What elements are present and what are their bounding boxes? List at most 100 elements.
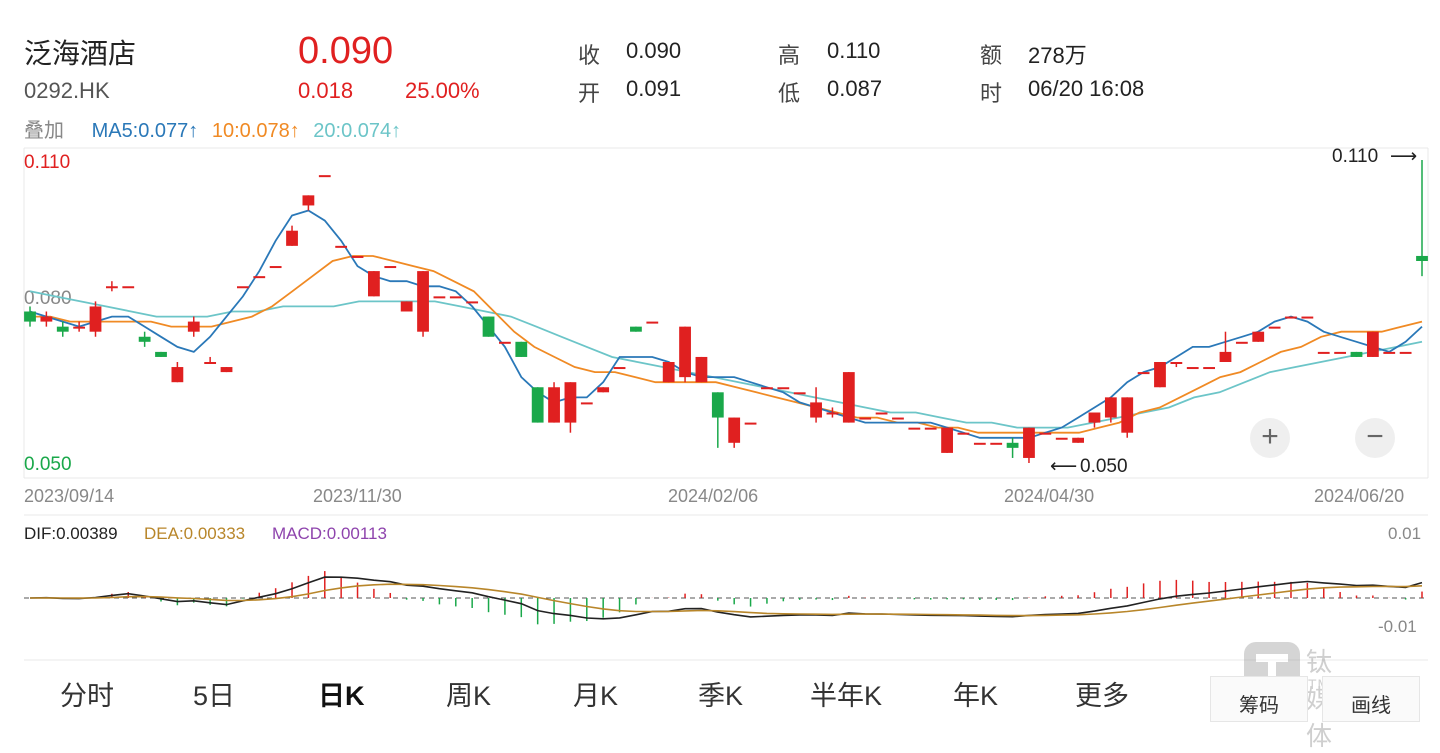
candle-body[interactable] (728, 417, 741, 443)
tab-monthly-k[interactable]: 月K (573, 681, 619, 711)
candle-body[interactable] (613, 367, 626, 370)
candle-body[interactable] (924, 427, 937, 430)
candle-body[interactable] (564, 382, 577, 423)
candle-body[interactable] (842, 372, 855, 423)
candle-body[interactable] (711, 392, 724, 418)
candle-body[interactable] (1383, 351, 1396, 354)
candle-body[interactable] (892, 417, 904, 420)
tab-more[interactable]: 更多 (1075, 681, 1129, 711)
chip-distribution-button[interactable]: 筹码 (1210, 676, 1308, 722)
candle-body[interactable] (302, 195, 315, 206)
kline-chart[interactable]: 0.110 0.050 0.080 0.110 ⟶ ⟵ 0.050 2023/0… (0, 140, 1440, 700)
candle-body[interactable] (941, 427, 953, 453)
candle-body[interactable] (744, 422, 757, 425)
candle-body[interactable] (1416, 255, 1428, 261)
candle-body[interactable] (1334, 351, 1347, 354)
drawing-button[interactable]: 画线 (1322, 676, 1420, 722)
candle-body[interactable] (859, 417, 872, 420)
candle-body[interactable] (957, 432, 970, 435)
candle-body[interactable] (908, 427, 921, 430)
candle-body[interactable] (810, 402, 822, 418)
tab-halfyear-k[interactable]: 半年K (810, 681, 883, 711)
candle-body[interactable] (138, 336, 151, 342)
candle-body[interactable] (1055, 437, 1068, 440)
candle-body[interactable] (777, 387, 790, 390)
candle-body[interactable] (695, 356, 708, 383)
candle-body[interactable] (171, 367, 184, 383)
candle-body[interactable] (56, 326, 69, 332)
candle-body[interactable] (1235, 341, 1248, 344)
candle-body[interactable] (24, 311, 36, 322)
candle-body[interactable] (286, 230, 298, 246)
candle-body[interactable] (368, 271, 380, 297)
candle-body[interactable] (351, 255, 364, 258)
candle-body[interactable] (531, 387, 544, 423)
candle-body[interactable] (1317, 351, 1330, 354)
candle-body[interactable] (1285, 316, 1297, 319)
candle-body[interactable] (630, 326, 642, 332)
candle-body[interactable] (1252, 331, 1265, 342)
candle-body[interactable] (400, 301, 413, 312)
tab-yearly-k[interactable]: 年K (953, 681, 999, 711)
candle-body[interactable] (1301, 316, 1314, 319)
candle-body[interactable] (580, 402, 593, 405)
tab-5day[interactable]: 5日 (193, 681, 236, 711)
candle-body[interactable] (155, 351, 167, 357)
tab-daily-k[interactable]: 日K (318, 681, 365, 711)
candle-body[interactable] (1170, 362, 1183, 364)
candle-body[interactable] (1219, 351, 1232, 362)
candle-body[interactable] (466, 301, 479, 304)
candle-body[interactable] (1104, 397, 1117, 418)
candle-body[interactable] (1154, 362, 1166, 388)
candle-body[interactable] (122, 286, 135, 289)
overlay-button[interactable]: 叠加 (24, 120, 64, 142)
candle-body[interactable] (1366, 331, 1379, 357)
candle-body[interactable] (40, 316, 53, 322)
candle-body[interactable] (646, 321, 659, 324)
candle-body[interactable] (761, 387, 773, 390)
candle-body[interactable] (449, 296, 462, 299)
candle-body[interactable] (236, 286, 249, 289)
candle-body[interactable] (1088, 412, 1101, 423)
candle-body[interactable] (105, 286, 118, 289)
candle-body[interactable] (335, 245, 348, 248)
candle-body[interactable] (89, 306, 102, 332)
candle-body[interactable] (597, 387, 610, 393)
candle-body[interactable] (679, 326, 691, 378)
candle-body[interactable] (1350, 351, 1363, 357)
candle-body[interactable] (384, 266, 397, 269)
candle-body[interactable] (482, 316, 495, 337)
candle-body[interactable] (1006, 442, 1019, 448)
candle-body[interactable] (1186, 367, 1199, 370)
candle-body[interactable] (990, 442, 1003, 445)
candle-body[interactable] (499, 341, 511, 344)
candle-body[interactable] (269, 266, 282, 269)
candle-body[interactable] (826, 412, 839, 415)
zoom-in-button[interactable]: + (1250, 418, 1290, 458)
candle-body[interactable] (1137, 372, 1150, 375)
candle-body[interactable] (318, 175, 331, 178)
candle-body[interactable] (253, 276, 266, 279)
candle-body[interactable] (417, 271, 429, 332)
candle-body[interactable] (1039, 432, 1052, 435)
candle-body[interactable] (548, 387, 560, 423)
candle-body[interactable] (433, 296, 446, 299)
tab-quarterly-k[interactable]: 季K (698, 681, 744, 711)
candle-body[interactable] (187, 321, 200, 332)
tab-intraday[interactable]: 分时 (60, 681, 114, 711)
candle-body[interactable] (1399, 351, 1412, 354)
candle-body[interactable] (1023, 427, 1035, 458)
candle-body[interactable] (73, 326, 86, 329)
candle-body[interactable] (220, 367, 233, 373)
candle-body[interactable] (662, 362, 675, 383)
candle-body[interactable] (515, 341, 528, 357)
candle-body[interactable] (973, 442, 986, 445)
candle-body[interactable] (1203, 367, 1216, 370)
tab-weekly-k[interactable]: 周K (446, 681, 492, 711)
candle-body[interactable] (1072, 437, 1084, 443)
candle-body[interactable] (204, 362, 217, 364)
candle-body[interactable] (793, 392, 806, 395)
candle-body[interactable] (1268, 326, 1281, 329)
zoom-out-button[interactable]: − (1355, 418, 1395, 458)
candle-body[interactable] (1121, 397, 1134, 433)
